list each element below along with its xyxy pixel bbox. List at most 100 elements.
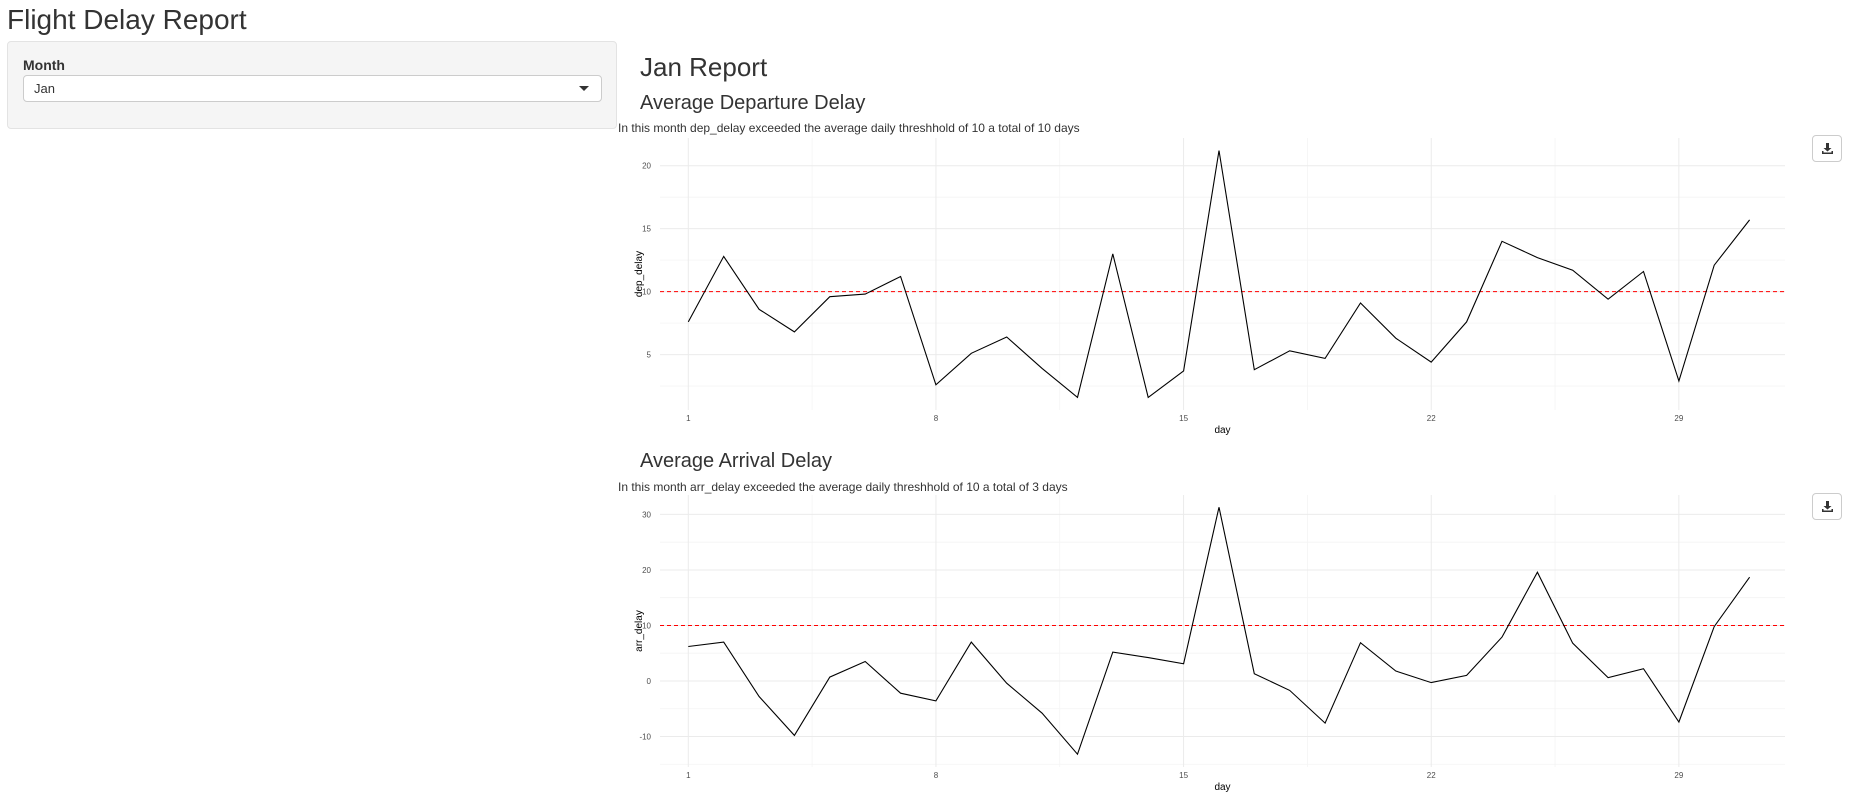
data-point <box>1005 335 1008 338</box>
data-point <box>1677 721 1680 724</box>
data-point <box>687 320 690 323</box>
data-point <box>1536 571 1539 574</box>
y-tick-label: 20 <box>642 162 651 171</box>
data-point <box>1748 218 1751 221</box>
data-point <box>1147 396 1150 399</box>
caret-down-icon[interactable] <box>579 86 589 91</box>
data-point <box>722 255 725 258</box>
data-point <box>1324 357 1327 360</box>
data-point <box>1288 349 1291 352</box>
data-point <box>1076 396 1079 399</box>
data-point <box>970 352 973 355</box>
y-tick-label: 0 <box>647 677 652 686</box>
departure-delay-chart: 1 8 15 22 29 5 10 15 20 day dep_delay <box>634 138 1785 436</box>
x-tick-label: 1 <box>686 771 691 780</box>
x-axis-title: day <box>1214 782 1230 793</box>
x-tick-label: 29 <box>1674 414 1683 423</box>
data-point <box>793 330 796 333</box>
data-point <box>1642 667 1645 670</box>
data-point <box>1607 676 1610 679</box>
y-tick-label: 15 <box>642 225 651 234</box>
data-point <box>1041 367 1044 370</box>
data-point <box>1394 337 1397 340</box>
data-point <box>1111 252 1114 255</box>
download-departure-button[interactable] <box>1812 135 1842 162</box>
data-point <box>1359 641 1362 644</box>
y-tick-label: 30 <box>642 510 651 519</box>
data-point <box>1465 674 1468 677</box>
data-point <box>1713 264 1716 267</box>
data-point <box>828 295 831 298</box>
y-tick-label: 5 <box>647 351 652 360</box>
data-point <box>1041 712 1044 715</box>
data-point <box>1182 369 1185 372</box>
data-point <box>758 695 761 698</box>
x-tick-label: 15 <box>1179 414 1188 423</box>
arrival-delay-chart: 1 8 15 22 29 -10 0 10 20 30 day arr_delay <box>634 495 1785 793</box>
data-point <box>1430 681 1433 684</box>
download-arrival-button[interactable] <box>1812 493 1842 520</box>
x-tick-label: 8 <box>934 414 939 423</box>
data-point <box>1111 651 1114 654</box>
series-line <box>687 150 1751 399</box>
data-point <box>1536 256 1539 259</box>
app-title: Flight Delay Report <box>7 4 247 35</box>
data-point <box>1217 149 1220 152</box>
data-point <box>722 641 725 644</box>
data-point <box>864 293 867 296</box>
data-point <box>1571 269 1574 272</box>
data-point <box>864 660 867 663</box>
departure-note: In this month dep_delay exceeded the ave… <box>618 121 1080 135</box>
download-icon <box>1822 143 1833 154</box>
data-point <box>1076 753 1079 756</box>
data-point <box>899 275 902 278</box>
arrival-note: In this month arr_delay exceeded the ave… <box>618 480 1068 494</box>
x-tick-label: 22 <box>1427 771 1436 780</box>
data-point <box>1253 672 1256 675</box>
data-point <box>1147 656 1150 659</box>
series-line <box>688 507 1751 756</box>
data-point <box>1713 625 1716 628</box>
data-point <box>1182 662 1185 665</box>
month-label: Month <box>23 57 65 73</box>
data-point <box>793 734 796 737</box>
x-axis-title: day <box>1214 425 1230 436</box>
arrival-section-title: Average Arrival Delay <box>640 450 832 472</box>
x-tick-label: 22 <box>1427 414 1436 423</box>
data-point <box>970 641 973 644</box>
sidebar-panel: Month Jan <box>7 41 617 129</box>
y-tick-label: 20 <box>642 566 651 575</box>
data-point <box>1217 506 1220 509</box>
data-point <box>1748 576 1751 579</box>
data-point <box>1288 689 1291 692</box>
month-select-value: Jan <box>34 81 55 96</box>
data-point <box>1465 320 1468 323</box>
x-tick-label: 29 <box>1674 771 1683 780</box>
data-point <box>1394 669 1397 672</box>
data-point <box>1359 301 1362 304</box>
data-point <box>687 645 690 648</box>
data-point <box>934 383 937 386</box>
y-tick-label: 10 <box>642 621 651 630</box>
data-point <box>828 676 831 679</box>
data-point <box>899 692 902 695</box>
data-point <box>1642 270 1645 273</box>
month-select[interactable]: Jan <box>23 75 602 102</box>
data-point <box>1430 361 1433 364</box>
data-point <box>1607 298 1610 301</box>
data-point <box>1500 636 1503 639</box>
data-point <box>1253 368 1256 371</box>
data-point <box>1005 682 1008 685</box>
departure-section-title: Average Departure Delay <box>640 92 866 114</box>
data-point <box>758 308 761 311</box>
y-axis-title: dep_delay <box>634 251 645 297</box>
data-point <box>1677 380 1680 383</box>
y-axis-title: arr_delay <box>634 610 645 652</box>
x-tick-label: 15 <box>1179 771 1188 780</box>
x-tick-label: 8 <box>934 771 939 780</box>
download-icon <box>1822 501 1833 512</box>
data-point <box>934 699 937 702</box>
y-tick-label: 10 <box>642 288 651 297</box>
x-tick-label: 1 <box>686 414 691 423</box>
data-point <box>1571 642 1574 645</box>
